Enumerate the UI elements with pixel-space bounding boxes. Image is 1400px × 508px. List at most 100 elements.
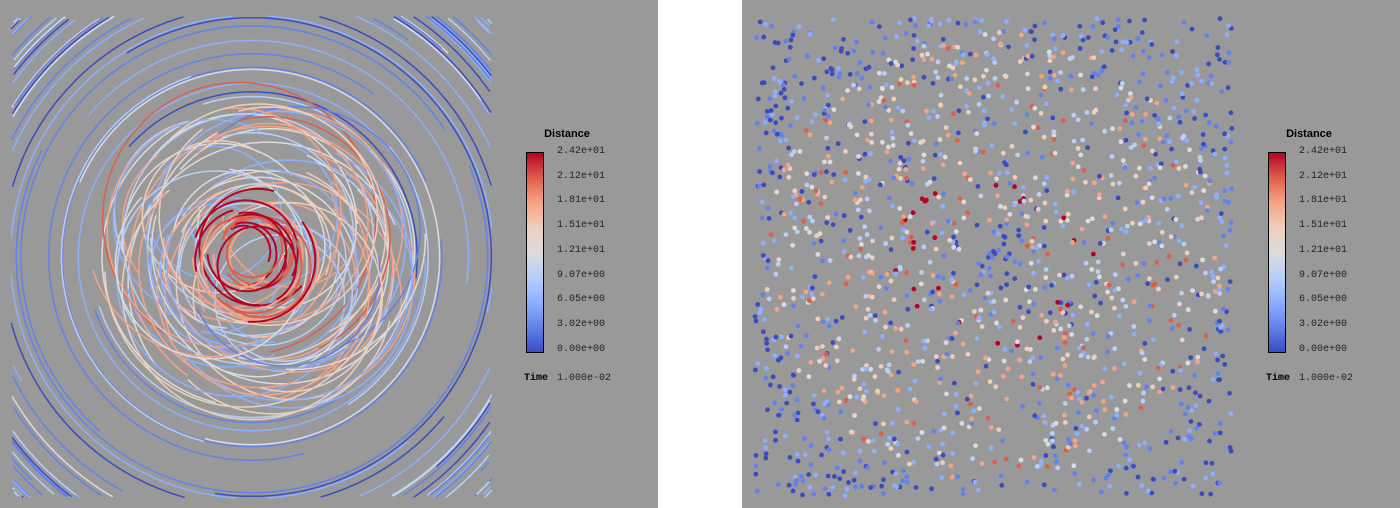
particle-point (920, 166, 926, 172)
trajectory-line (11, 17, 144, 152)
particle-point (1201, 188, 1207, 193)
particle-point (1158, 161, 1164, 167)
particle-point (1070, 312, 1076, 318)
particle-point (824, 135, 829, 141)
particle-point (1065, 352, 1071, 358)
trajectory-line (197, 201, 357, 361)
particle-point (888, 247, 894, 252)
particle-point (786, 145, 792, 151)
trajectory-plot[interactable] (10, 15, 493, 499)
particle-point (815, 251, 821, 257)
particle-point (783, 344, 789, 350)
particle-point (994, 176, 999, 182)
particle-point (911, 82, 917, 88)
particle-point (870, 438, 876, 444)
particle-point (888, 117, 894, 123)
particle-point (1144, 96, 1150, 102)
particle-point (967, 288, 973, 293)
particle-point (1099, 68, 1105, 74)
particle-point (1022, 27, 1028, 33)
particle-point (796, 24, 802, 29)
particle-point (886, 57, 892, 63)
particle-point (1130, 53, 1136, 59)
particle-point (1019, 374, 1025, 380)
particle-point (1085, 218, 1091, 224)
particle-point (753, 453, 759, 458)
particle-point (1109, 48, 1115, 53)
particle-point (1113, 39, 1119, 45)
trajectory-line (359, 367, 491, 497)
particle-point (1222, 131, 1227, 137)
particle-point (775, 40, 781, 46)
colorbar (1268, 152, 1286, 353)
trajectory-line (34, 464, 71, 498)
particle-point (804, 182, 810, 188)
particle-point (1052, 453, 1058, 459)
particle-point (886, 195, 892, 201)
particle-point (1097, 274, 1102, 280)
particle-point (1206, 61, 1212, 67)
particle-plot[interactable] (752, 15, 1235, 499)
particle-point (1041, 243, 1047, 249)
particle-point (1051, 36, 1057, 42)
particle-point (800, 478, 806, 484)
particle-point (960, 52, 966, 58)
particle-point (1051, 137, 1057, 142)
particle-point (781, 211, 787, 217)
particle-point (1120, 39, 1126, 45)
particle-point (825, 145, 831, 151)
particle-point (1090, 331, 1096, 336)
particle-point (1092, 293, 1098, 299)
particle-point (1051, 327, 1057, 333)
particle-point (1078, 304, 1084, 310)
particle-point (811, 240, 817, 246)
particle-point (941, 253, 947, 259)
particle-point (1191, 109, 1197, 114)
particle-point (1016, 227, 1022, 233)
particle-point (911, 15, 917, 21)
particle-point (1159, 229, 1165, 235)
particle-point (1225, 327, 1231, 333)
particle-point (1002, 234, 1008, 240)
particle-point (767, 164, 773, 169)
particle-point (1083, 179, 1088, 185)
particle-point (1072, 438, 1078, 444)
particle-point (807, 229, 812, 235)
trajectory-line (11, 16, 51, 56)
particle-point (1081, 168, 1087, 173)
particle-point (1193, 263, 1199, 269)
trajectory-line (13, 18, 65, 71)
particle-point (818, 201, 824, 206)
particle-point (1176, 301, 1182, 307)
particle-point (1205, 208, 1210, 214)
particle-point (924, 197, 929, 203)
particle-point (866, 102, 871, 108)
time-value: 1.000e-02 (557, 373, 612, 384)
time-label: Time (524, 373, 549, 384)
particle-point (844, 397, 849, 403)
particle-point (878, 363, 884, 369)
particle-point (1106, 282, 1112, 288)
particle-point (1131, 331, 1137, 337)
particle-point (880, 421, 886, 427)
particle-point (1051, 487, 1057, 493)
particle-point (988, 424, 994, 430)
particle-point (1110, 126, 1115, 132)
particle-point (792, 215, 798, 221)
particle-point (1194, 67, 1200, 72)
particle-point (757, 146, 763, 151)
particle-point (1060, 50, 1066, 56)
trajectory-line (310, 150, 394, 372)
particle-point (1000, 438, 1006, 444)
particle-point (1156, 365, 1161, 371)
trajectory-line (47, 53, 374, 461)
particle-point (1062, 412, 1067, 418)
particle-point (842, 493, 848, 499)
particle-point (906, 461, 912, 467)
particle-point (1014, 99, 1020, 105)
particle-point (841, 36, 846, 42)
particle-point (1066, 437, 1072, 442)
particle-point (847, 228, 853, 233)
particle-point (1002, 205, 1008, 211)
particle-point (1224, 170, 1230, 176)
